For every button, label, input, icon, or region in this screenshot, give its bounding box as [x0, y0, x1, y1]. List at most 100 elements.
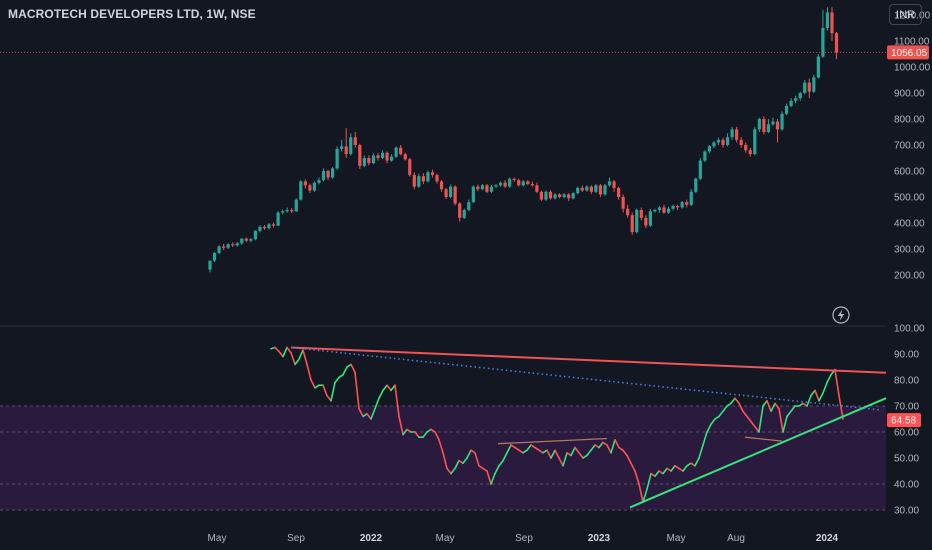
- indicator-segment: [554, 449, 560, 459]
- indicator-tick-label: 40.00: [894, 480, 919, 491]
- candle-body: [553, 194, 557, 199]
- time-axis-label: 2023: [588, 533, 611, 544]
- indicator-segment: [750, 420, 756, 428]
- candle-body: [630, 215, 634, 233]
- candle-body: [208, 260, 212, 270]
- candle-body: [231, 244, 235, 246]
- indicator-segment: [638, 483, 644, 504]
- candle-body: [344, 146, 348, 155]
- candle-body: [412, 174, 416, 187]
- time-axis[interactable]: May Sep 2022 May Sep 2023 May Aug 2024: [208, 533, 839, 544]
- candle-body: [435, 174, 439, 182]
- indicator-segment: [326, 394, 332, 402]
- candle-body: [439, 181, 444, 190]
- candle-body: [353, 137, 357, 145]
- divergence-line[interactable]: [744, 436, 783, 442]
- candle-body: [262, 226, 267, 229]
- resistance-trendline[interactable]: [290, 346, 887, 374]
- candle-body: [825, 12, 830, 28]
- indicator-segment: [606, 444, 612, 454]
- candle-body: [657, 207, 662, 210]
- price-tick-label: 1000.00: [894, 63, 931, 74]
- candle-body: [244, 238, 248, 241]
- candle-body: [766, 124, 771, 132]
- dotted-trendline[interactable]: [290, 346, 881, 411]
- candle-body: [666, 208, 671, 213]
- indicator-segment: [790, 405, 796, 413]
- candle-body: [580, 187, 584, 191]
- candle-body: [521, 181, 525, 186]
- indicator-segment: [698, 444, 704, 459]
- candle-body: [367, 158, 371, 164]
- candle-body: [285, 210, 289, 212]
- candle-body: [394, 147, 398, 157]
- indicator-segment: [670, 464, 676, 472]
- divergence-line[interactable]: [497, 437, 608, 445]
- candle-body: [571, 193, 575, 199]
- indicator-axis[interactable]: 100.00 90.00 80.00 70.00 60.00 50.00 40.00 30.0…: [887, 324, 925, 517]
- candle-body: [330, 168, 335, 178]
- indicator-segment: [614, 438, 620, 449]
- lightning-icon[interactable]: [832, 306, 850, 324]
- indicator-segment: [310, 379, 316, 389]
- candle-body: [589, 186, 593, 192]
- candle-body: [498, 182, 503, 186]
- candle-body: [371, 155, 376, 164]
- candle-body: [794, 98, 798, 101]
- candle-body: [721, 139, 725, 145]
- candle-body: [271, 224, 276, 226]
- indicator-segment: [786, 410, 792, 418]
- candle-body: [725, 137, 730, 145]
- candle-body: [617, 187, 621, 197]
- indicator-segment: [738, 402, 744, 413]
- indicator-band: [0, 406, 886, 510]
- candle-body: [698, 160, 702, 179]
- indicator-segment: [718, 410, 724, 418]
- time-axis-label: May: [436, 533, 455, 544]
- indicator-segment: [570, 446, 576, 457]
- candle-body: [834, 33, 839, 53]
- candle-body: [557, 194, 562, 197]
- indicator-segment: [646, 472, 652, 491]
- indicator-segment: [382, 384, 388, 392]
- indicator-segment: [486, 470, 492, 485]
- indicator-segment: [586, 449, 592, 457]
- indicator-tick-label: 60.00: [894, 428, 919, 439]
- candle-body: [281, 211, 285, 213]
- candle-body: [458, 203, 462, 218]
- candle-body: [222, 246, 226, 248]
- indicator-segment: [398, 415, 404, 436]
- candle-body: [739, 139, 743, 145]
- price-series: [208, 7, 839, 273]
- indicator-segment: [414, 431, 420, 439]
- indicator-segment: [298, 349, 304, 361]
- indicator-segment: [706, 423, 712, 433]
- indicator-segment: [758, 405, 764, 433]
- candle-body: [467, 202, 471, 210]
- indicator-segment: [550, 449, 556, 459]
- candle-body: [267, 224, 271, 229]
- last-price-badge: [887, 45, 929, 60]
- indicator-segment: [466, 449, 472, 459]
- candle-body: [807, 82, 811, 92]
- indicator-tick-label: 30.00: [894, 506, 919, 517]
- candle-body: [830, 12, 834, 34]
- candle-body: [562, 194, 566, 197]
- candle-body: [775, 121, 780, 130]
- candle-body: [671, 206, 675, 209]
- support-trendline[interactable]: [629, 397, 887, 509]
- currency-button[interactable]: INR: [889, 4, 922, 25]
- indicator-segment: [562, 451, 568, 467]
- time-axis-label: 2022: [360, 533, 383, 544]
- candle-body: [662, 207, 666, 213]
- candle-body: [489, 186, 494, 192]
- candle-body: [644, 217, 648, 226]
- indicator-segment: [334, 376, 340, 384]
- time-axis-label: 2024: [816, 533, 839, 544]
- indicator-segment: [446, 467, 452, 475]
- candle-body: [530, 184, 534, 186]
- time-axis-label: May: [208, 533, 227, 544]
- price-axis[interactable]: 1200.00 1100.00 1000.00 900.00 800.00 700.00 6…: [887, 11, 931, 282]
- indicator-segment: [710, 418, 716, 426]
